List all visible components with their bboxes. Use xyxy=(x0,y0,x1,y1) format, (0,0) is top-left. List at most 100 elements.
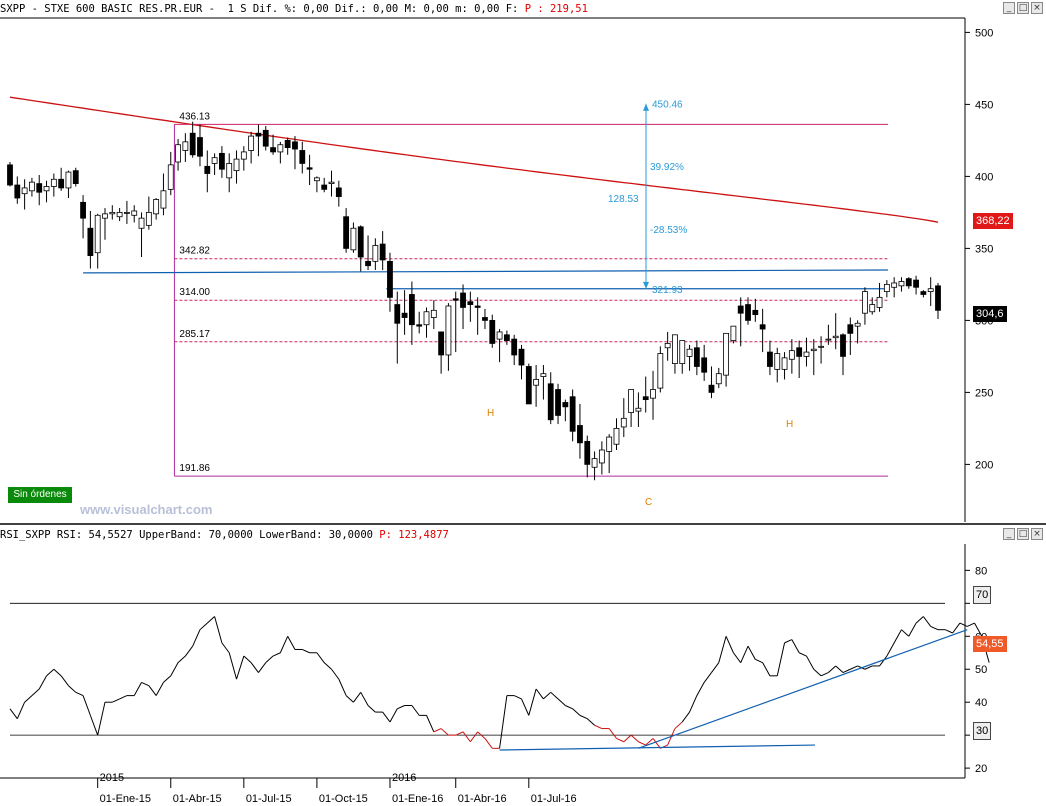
candle-body xyxy=(416,324,423,327)
rsi-line-segment xyxy=(133,682,142,696)
candle-body xyxy=(321,184,328,190)
x-year-label: 2016 xyxy=(392,772,416,784)
rsi-line-segment xyxy=(689,695,698,713)
candle-body xyxy=(518,348,525,366)
pattern-label-head: H xyxy=(487,408,494,419)
rsi-line-segment xyxy=(784,639,793,644)
rsi-line-segment xyxy=(353,692,362,703)
candle-body xyxy=(876,296,883,308)
candle-body xyxy=(628,389,635,413)
rsi-close-icon[interactable]: × xyxy=(1031,528,1043,540)
candle-body xyxy=(686,348,693,357)
candle-body xyxy=(270,147,276,153)
candle-body xyxy=(124,211,130,214)
rsi-header-value: P: 123,4877 xyxy=(379,529,449,541)
rsi-line-segment xyxy=(426,715,435,733)
rsi-line-segment xyxy=(813,668,822,677)
rsi-line-segment xyxy=(46,668,55,677)
rsi-line-segment xyxy=(623,734,632,743)
rsi-line-segment xyxy=(850,665,858,670)
rsi-line-segment xyxy=(177,655,186,664)
close-icon[interactable]: × xyxy=(1031,2,1043,14)
rsi-line-segment xyxy=(732,652,742,663)
price-tick-label: 200 xyxy=(975,459,993,471)
candle-body xyxy=(372,245,379,262)
rsi-line-segment xyxy=(243,655,252,664)
rsi-line-segment xyxy=(828,665,837,673)
candle-body xyxy=(591,458,598,468)
rsi-line-segment xyxy=(645,738,654,746)
rsi-maximize-icon[interactable]: □ xyxy=(1017,528,1029,540)
rsi-line-segment xyxy=(820,672,829,677)
maximize-icon[interactable]: □ xyxy=(1017,2,1029,14)
rsi-line-segment xyxy=(75,691,84,697)
candle-body xyxy=(664,343,671,349)
rsi-tick-label: 40 xyxy=(975,697,987,709)
candle-body xyxy=(14,184,21,199)
rsi-line-segment xyxy=(170,662,179,677)
candle-body xyxy=(240,151,247,160)
candle-body xyxy=(745,304,751,321)
rsi-line-segment xyxy=(879,655,888,667)
candle-body xyxy=(277,144,284,153)
rsi-line-segment xyxy=(82,695,91,716)
fib-level-label: 314.00 xyxy=(179,287,210,298)
rsi-line-segment xyxy=(579,714,588,720)
candle-body xyxy=(50,178,57,187)
candle-body xyxy=(43,186,50,192)
rsi-line-segment xyxy=(638,741,646,746)
x-tick-label: 01-Abr-16 xyxy=(458,793,507,805)
minimize-icon[interactable]: _ xyxy=(1003,2,1015,14)
rsi-line-segment xyxy=(696,682,705,696)
candle-body xyxy=(109,211,116,215)
candle-body xyxy=(584,440,591,465)
rsi-line-segment xyxy=(543,691,552,700)
rsi-line-segment xyxy=(535,688,544,700)
rsi-line-segment xyxy=(499,695,508,749)
rsi-line-segment xyxy=(718,636,727,663)
candle-body xyxy=(379,243,386,261)
candle-body xyxy=(708,384,715,393)
rsi-trendline-rising xyxy=(638,629,968,749)
candle-body xyxy=(87,227,94,257)
candle-body xyxy=(905,278,912,287)
candle-body xyxy=(862,291,868,314)
rsi-line-segment xyxy=(703,672,712,683)
rsi-minimize-icon[interactable]: _ xyxy=(1003,528,1015,540)
candle-body xyxy=(204,165,211,174)
measure-top-label: 450.46 xyxy=(652,100,683,111)
candle-body xyxy=(226,163,233,179)
candle-body xyxy=(730,325,737,341)
rsi-line-segment xyxy=(469,731,479,743)
candle-body xyxy=(153,199,160,215)
candle-body xyxy=(482,317,488,321)
rsi-line-segment xyxy=(250,662,259,673)
rsi-line-segment xyxy=(725,636,734,653)
rsi-line-segment xyxy=(53,668,62,677)
candle-body xyxy=(72,170,79,184)
candle-body xyxy=(511,338,518,356)
candle-body xyxy=(642,396,649,401)
rsi-upper-badge: 70 xyxy=(973,586,992,604)
measure-range-label: 128.53 xyxy=(608,194,639,205)
rsi-line-segment xyxy=(477,731,486,739)
candle-body xyxy=(555,389,561,416)
rsi-line-segment xyxy=(199,622,208,631)
candle-body xyxy=(197,137,203,157)
rsi-line-segment xyxy=(806,655,815,670)
rsi-line-segment xyxy=(462,731,471,743)
rsi-line-segment xyxy=(616,737,625,743)
x-year-label: 2015 xyxy=(100,772,124,784)
rsi-header-info: RSI_SXPP RSI: 54,5527 UpperBand: 70,0000… xyxy=(0,529,380,541)
measure-down-pct: -28.53% xyxy=(650,225,687,236)
price-tick-label: 350 xyxy=(975,243,993,255)
rsi-line-segment xyxy=(945,629,953,634)
candle-body xyxy=(175,144,181,163)
candle-body xyxy=(94,214,101,254)
fib-level-label: 342.82 xyxy=(179,246,210,257)
candle-body xyxy=(577,425,583,444)
orders-button[interactable]: Sin órdenes xyxy=(8,487,72,503)
rsi-line-segment xyxy=(652,738,661,749)
candle-body xyxy=(467,301,474,305)
